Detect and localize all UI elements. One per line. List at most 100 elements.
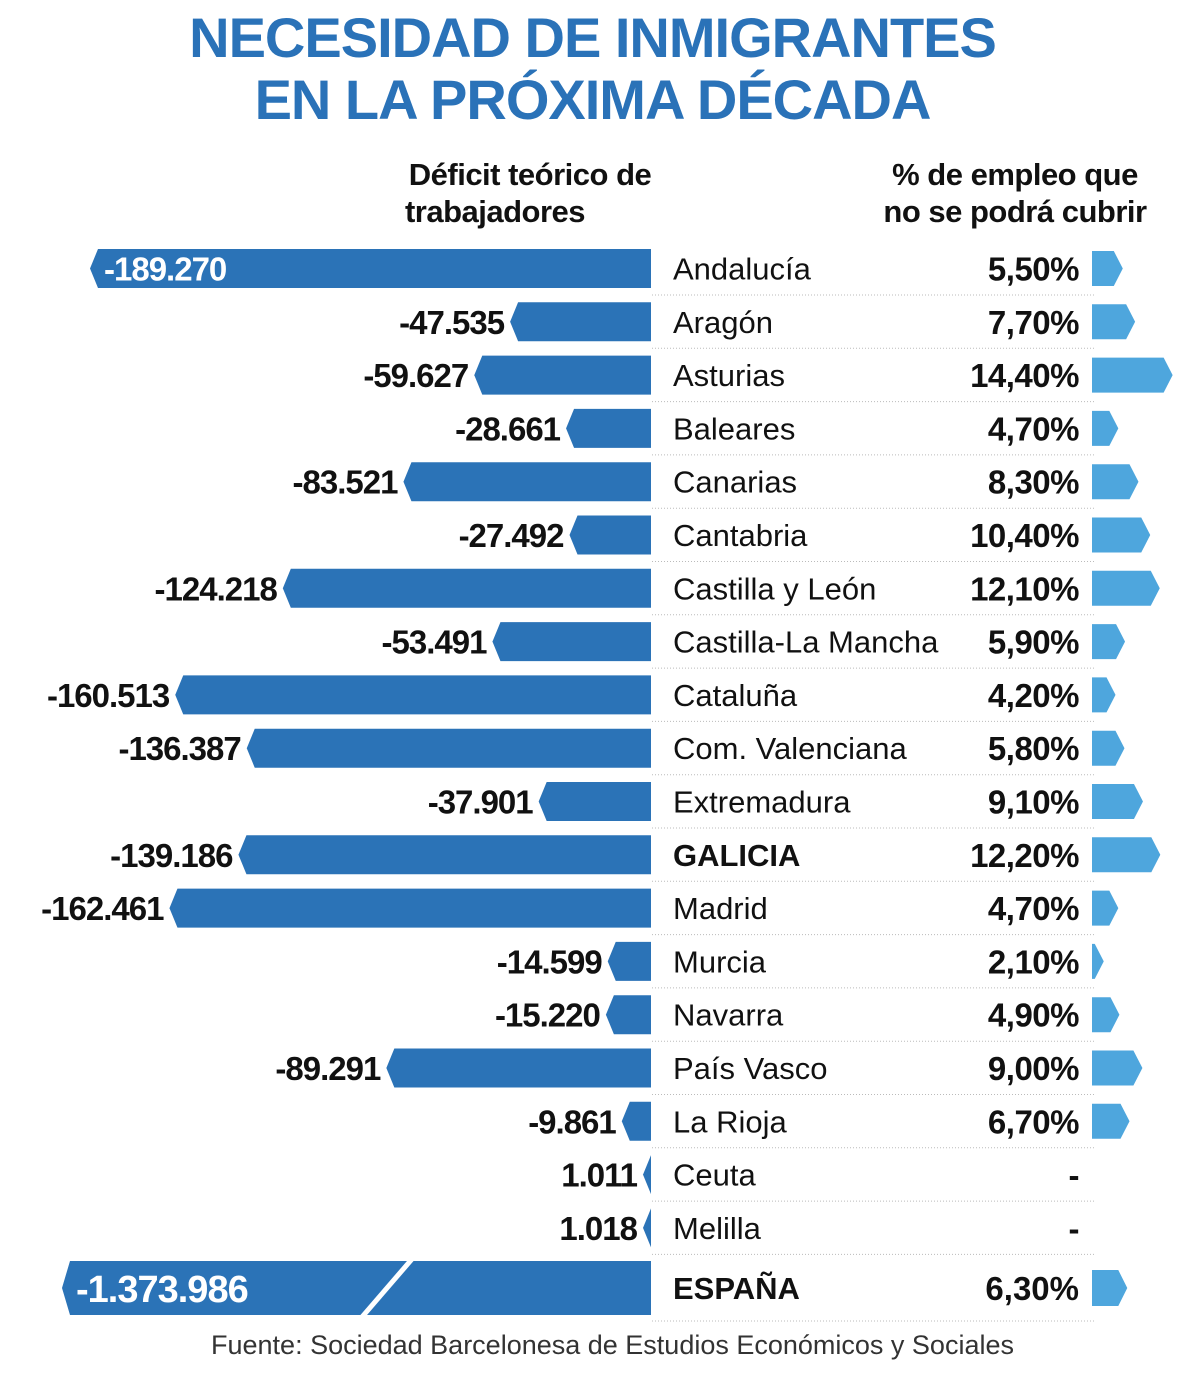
deficit-bar (569, 515, 651, 555)
pct-bar (1092, 624, 1126, 660)
pct-bar (1092, 784, 1143, 819)
pct-bar (1092, 943, 1104, 979)
region-label: País Vasco (673, 1051, 828, 1086)
deficit-bar (386, 1048, 651, 1088)
pct-label: 5,80% (988, 730, 1079, 767)
region-label: Navarra (673, 998, 784, 1033)
region-label: GALICIA (673, 838, 800, 873)
region-label: Castilla-La Mancha (673, 625, 939, 660)
deficit-label: 1.018 (559, 1210, 637, 1247)
deficit-header-line-1: Déficit teórico de (408, 157, 652, 192)
pct-label: - (1069, 1210, 1080, 1247)
deficit-label: -28.661 (455, 410, 561, 447)
region-label: Castilla y León (673, 571, 876, 606)
total-pct-label: 6,30% (985, 1270, 1079, 1307)
pct-header-line-1: % de empleo que (892, 157, 1138, 192)
pct-label: 4,70% (988, 410, 1079, 447)
pct-label: 10,40% (970, 517, 1079, 554)
region-label: Aragón (673, 305, 773, 340)
source-note: Fuente: Sociedad Barcelonesa de Estudios… (211, 1330, 1014, 1360)
title-line-1: NECESIDAD DE INMIGRANTES (189, 6, 997, 69)
region-label: Baleares (673, 411, 795, 446)
pct-label: 12,20% (970, 837, 1079, 874)
pct-bar (1092, 677, 1116, 713)
deficit-label: -37.901 (428, 784, 534, 821)
pct-label: 5,90% (988, 624, 1079, 661)
pct-bar (1092, 517, 1151, 553)
deficit-bar (538, 782, 651, 821)
pct-label: 9,10% (988, 784, 1079, 821)
deficit-bar (169, 888, 651, 928)
pct-bar (1092, 1050, 1143, 1086)
total-deficit-label: -1.373.986 (76, 1269, 248, 1311)
pct-label: 2,10% (988, 943, 1079, 980)
deficit-bar (474, 355, 651, 395)
deficit-bar (492, 622, 651, 662)
deficit-bar (175, 675, 651, 715)
deficit-header: Déficit teórico de trabajadores (365, 156, 695, 230)
region-label: Ceuta (673, 1158, 756, 1193)
pct-bar (1092, 837, 1161, 873)
pct-bar (1092, 357, 1173, 393)
deficit-bar (90, 249, 651, 288)
deficit-label: -89.291 (275, 1050, 381, 1087)
deficit-bar (246, 728, 651, 768)
bar-break-mark (360, 1257, 414, 1319)
deficit-bar (643, 1208, 651, 1248)
region-label: Cataluña (673, 678, 798, 713)
pct-label: 4,70% (988, 890, 1079, 927)
total-pct-bar (1092, 1270, 1128, 1306)
region-label: Murcia (673, 944, 767, 979)
deficit-bar (510, 302, 651, 342)
region-label: Extremadura (673, 785, 851, 820)
pct-bar (1092, 730, 1125, 766)
region-label: Andalucía (673, 252, 812, 287)
pct-bar (1092, 1103, 1130, 1139)
deficit-bar (643, 1155, 651, 1195)
deficit-label: -83.521 (293, 464, 399, 501)
region-label: Cantabria (673, 518, 808, 553)
deficit-label: -59.627 (363, 357, 468, 394)
pct-bar (1092, 890, 1119, 926)
deficit-label: -139.186 (110, 837, 233, 874)
pct-header: % de empleo que no se podrá cubrir (850, 156, 1180, 230)
pct-label: 9,00% (988, 1050, 1079, 1087)
deficit-bar (282, 568, 651, 608)
deficit-label: -160.513 (47, 677, 170, 714)
total-deficit-bar (62, 1261, 651, 1315)
deficit-bar (403, 462, 651, 502)
deficit-label: -15.220 (495, 997, 600, 1034)
region-label: Madrid (673, 891, 768, 926)
deficit-label: -9.861 (528, 1103, 616, 1140)
pct-label: 6,70% (988, 1103, 1079, 1140)
pct-label: - (1069, 1157, 1080, 1194)
deficit-label: 1.011 (561, 1157, 637, 1194)
deficit-header-line-2: trabajadores (404, 194, 586, 229)
deficit-label: -136.387 (118, 730, 240, 767)
region-label: Com. Valenciana (673, 731, 908, 766)
pct-label: 4,90% (988, 997, 1079, 1034)
pct-bar (1092, 410, 1119, 446)
region-label: Asturias (673, 358, 785, 393)
deficit-bar (621, 1101, 651, 1141)
deficit-label: -53.491 (382, 624, 488, 661)
pct-bar (1092, 464, 1139, 500)
deficit-label: -14.599 (497, 943, 603, 980)
deficit-label: -27.492 (459, 517, 565, 554)
pct-label: 14,40% (970, 357, 1079, 394)
region-label: La Rioja (673, 1104, 787, 1139)
pct-bar (1092, 251, 1123, 286)
region-label: Melilla (673, 1211, 762, 1246)
pct-header-line-2: no se podrá cubrir (883, 194, 1147, 229)
region-label: Canarias (673, 465, 797, 500)
pct-bar (1092, 997, 1120, 1033)
pct-label: 5,50% (988, 251, 1079, 288)
deficit-bar (566, 408, 651, 448)
pct-label: 12,10% (970, 570, 1079, 607)
pct-bar (1092, 304, 1136, 340)
deficit-bar (238, 835, 652, 875)
total-region-label: ESPAÑA (673, 1271, 800, 1306)
pct-bar (1092, 570, 1160, 606)
pct-label: 4,20% (988, 677, 1079, 714)
